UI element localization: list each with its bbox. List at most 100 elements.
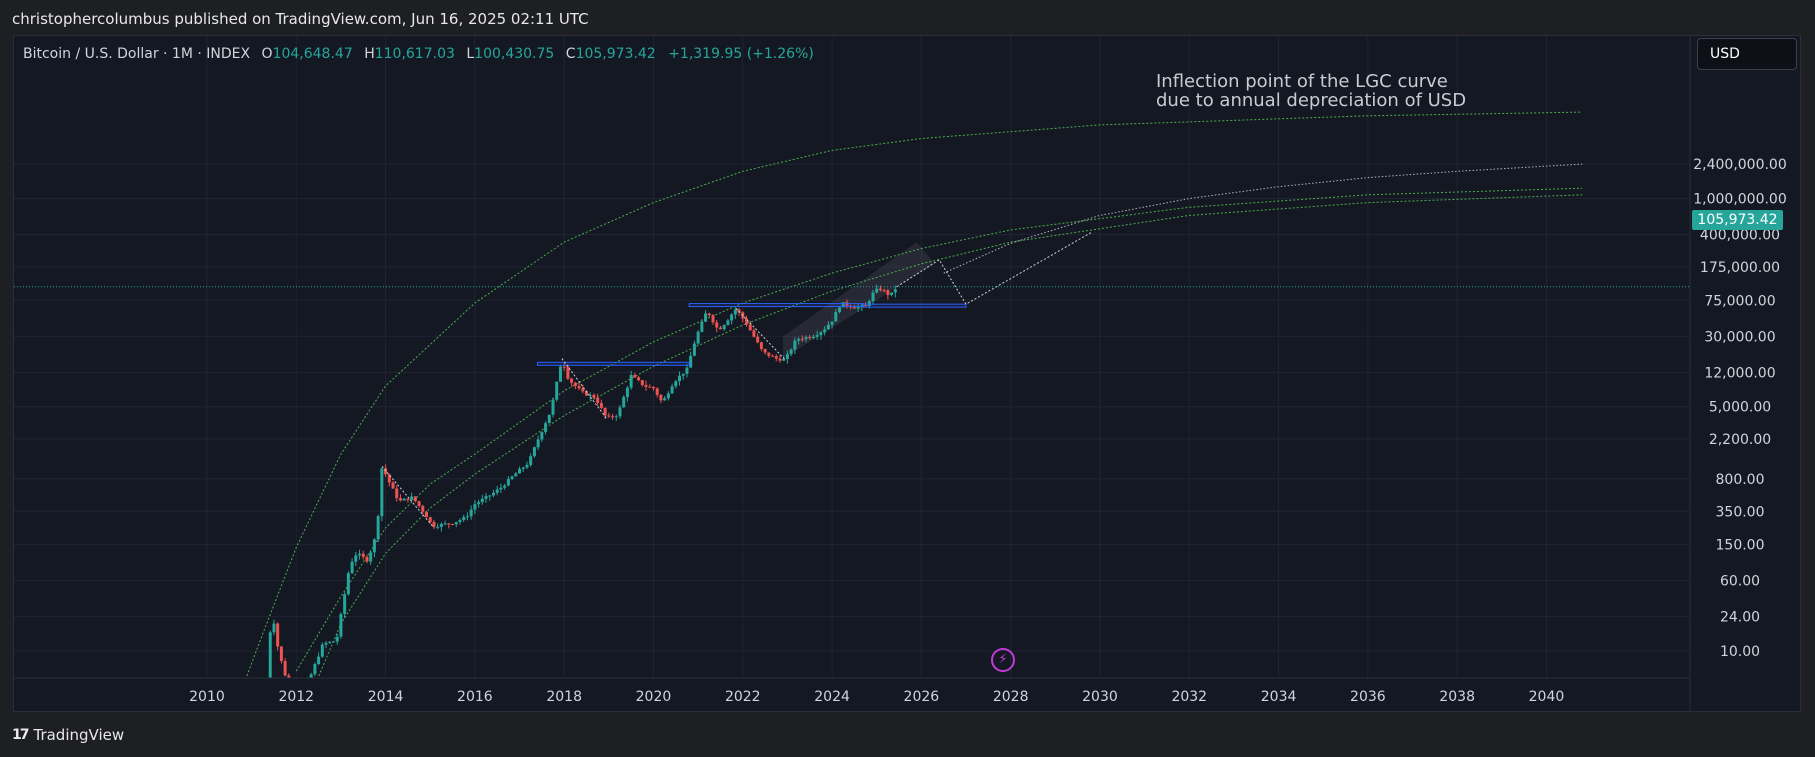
candle-body [585, 391, 588, 396]
currency-selector[interactable]: USD [1697, 38, 1797, 70]
y-tick-label: 30,000.00 [1704, 329, 1775, 345]
candle-body [536, 439, 540, 448]
candle-body [659, 395, 663, 401]
candle-body [413, 496, 417, 502]
candle-body [875, 288, 879, 293]
candle-body [547, 414, 551, 424]
lgc-curve-lower [317, 194, 1583, 678]
candle-body [529, 456, 533, 465]
swing-line [896, 232, 1092, 305]
candle-body [491, 492, 495, 496]
candle-body [331, 641, 335, 643]
channel-shade [782, 242, 935, 359]
candle-body [718, 327, 722, 330]
candle-body [447, 523, 451, 525]
candle-body [473, 504, 477, 510]
candle-body [544, 423, 548, 432]
candle-body [763, 348, 767, 353]
candle-body [756, 336, 760, 343]
y-tick-label: 2,200.00 [1709, 432, 1771, 448]
candle-body [555, 381, 559, 400]
y-tick-label: 150.00 [1716, 538, 1765, 554]
candle-body [376, 516, 380, 540]
x-tick-label: 2034 [1261, 689, 1297, 705]
y-tick-label: 75,000.00 [1704, 293, 1775, 309]
candle-body [644, 385, 648, 387]
candle-body [525, 464, 529, 468]
candle-body [421, 506, 425, 512]
candle-body [689, 355, 693, 368]
tradingview-logo[interactable]: 17 TradingView [12, 726, 124, 744]
lgc-curve-upper [245, 111, 1583, 678]
candle-body [566, 366, 570, 379]
candle-body [651, 386, 655, 389]
low-value: 100,430.75 [474, 46, 555, 62]
y-tick-label: 12,000.00 [1704, 365, 1775, 381]
candle-body [830, 321, 834, 325]
candle-body [350, 561, 354, 574]
x-tick-label: 2038 [1439, 689, 1475, 705]
candle-body [480, 498, 484, 503]
candle-body [852, 307, 856, 309]
header-bar: christophercolumbus published on Trading… [0, 0, 1815, 36]
x-tick-label: 2026 [904, 689, 940, 705]
candle-body [339, 613, 343, 637]
candle-body [618, 407, 622, 417]
candle-body [577, 385, 581, 389]
candle-body [406, 498, 410, 500]
x-tick-label: 2018 [546, 689, 582, 705]
support-box [536, 361, 690, 366]
candle-body [878, 288, 882, 291]
candle-body [451, 523, 455, 525]
candle-body [596, 397, 600, 403]
candle-body [283, 661, 287, 676]
candle-body [469, 509, 473, 517]
candle-body [882, 290, 886, 292]
candle-body [678, 375, 682, 382]
high-value: 110,617.03 [374, 46, 455, 62]
candle-body [417, 501, 421, 507]
chart-frame[interactable] [13, 35, 1801, 712]
candle-body [834, 312, 838, 322]
candle-body [685, 367, 689, 374]
candle-body [343, 594, 347, 614]
candle-body [663, 398, 667, 401]
candle-body [358, 553, 362, 556]
candle-body [819, 332, 823, 336]
support-box [688, 303, 864, 308]
symbol-label[interactable]: Bitcoin / U.S. Dollar · 1M · INDEX [23, 46, 251, 62]
candle-body [611, 416, 615, 418]
candle-body [864, 305, 868, 307]
candle-body [454, 522, 458, 525]
x-tick-label: 2028 [993, 689, 1029, 705]
ohlc-legend: Bitcoin / U.S. Dollar · 1M · INDEX O104,… [23, 46, 814, 62]
candle-body [629, 374, 633, 388]
close-label: C [565, 46, 576, 62]
y-tick-label: 800.00 [1716, 472, 1765, 488]
brand-label: TradingView [33, 726, 125, 744]
candle-body [391, 482, 395, 489]
candle-body [361, 553, 365, 557]
candle-body [324, 642, 328, 645]
candle-body [744, 318, 748, 325]
tradingview-logo-icon: 17 [12, 727, 30, 743]
candle-body [856, 306, 860, 309]
y-tick-label: 24.00 [1720, 610, 1760, 626]
candle-body [439, 523, 443, 527]
candle-body [335, 636, 339, 642]
candle-body [637, 377, 641, 381]
last-price-badge: 105,973.42 [1692, 210, 1783, 230]
candle-body [428, 517, 432, 522]
depreciation-curve [943, 163, 1583, 274]
candle-body [607, 415, 611, 417]
candle-body [477, 502, 481, 505]
y-tick-label: 60.00 [1720, 574, 1760, 590]
candle-body [484, 495, 488, 499]
candle-body [369, 552, 373, 562]
candle-body [387, 474, 391, 483]
candle-body [443, 523, 447, 525]
candle-body [317, 656, 321, 665]
lightning-icon[interactable]: ⚡ [991, 648, 1015, 672]
y-tick-label: 400,000.00 [1700, 228, 1780, 244]
